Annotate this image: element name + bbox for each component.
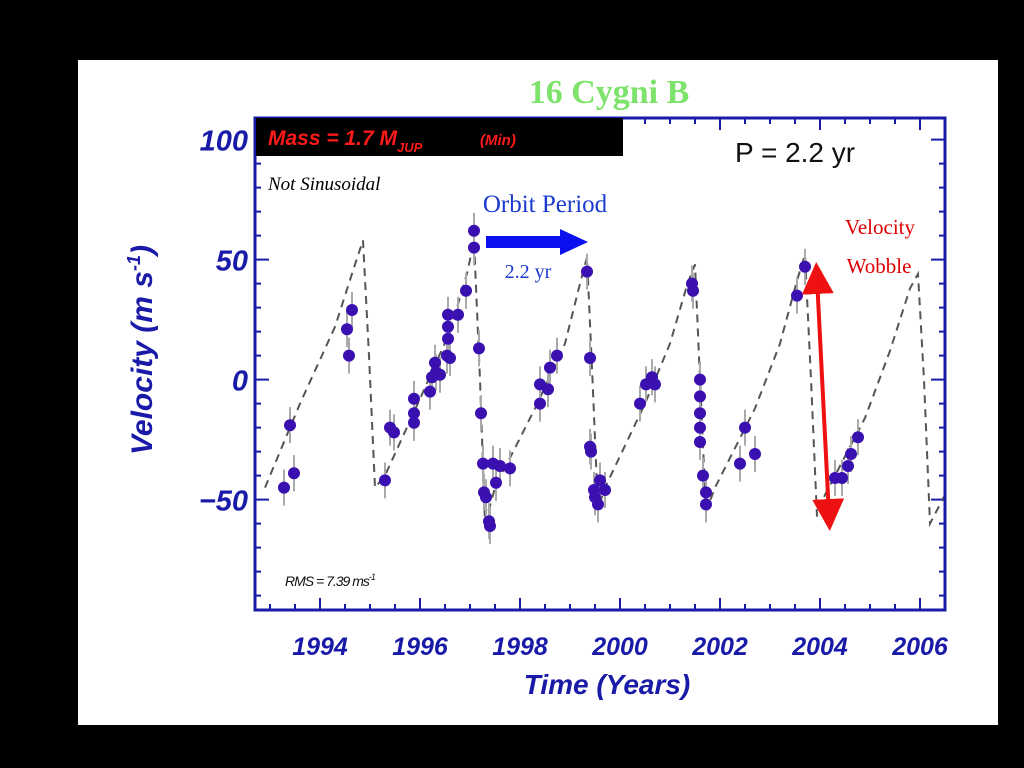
data-point xyxy=(442,320,454,333)
data-point xyxy=(473,342,485,355)
y-tick-label: −50 xyxy=(199,486,248,518)
data-point xyxy=(429,356,441,369)
data-point xyxy=(475,407,487,420)
data-point xyxy=(749,448,761,460)
y-tick-label: 100 xyxy=(200,126,248,158)
data-point xyxy=(694,436,706,448)
y-tick-label: 0 xyxy=(232,366,248,398)
x-tick-label: 2000 xyxy=(591,633,648,661)
slide xyxy=(78,60,998,725)
data-point xyxy=(484,520,496,532)
data-point xyxy=(468,241,480,254)
data-point xyxy=(584,352,596,364)
data-point xyxy=(734,457,746,470)
data-point xyxy=(649,378,661,391)
data-point xyxy=(585,445,597,458)
x-tick-label: 2006 xyxy=(891,633,949,661)
x-tick-label: 1996 xyxy=(392,633,449,661)
data-point xyxy=(581,265,593,278)
velocity-wobble-label-2: Wobble xyxy=(847,254,912,278)
data-point xyxy=(480,491,492,504)
slide-title: 16 Cygni B xyxy=(529,74,690,111)
data-point xyxy=(700,498,712,511)
data-point xyxy=(534,397,546,410)
data-point xyxy=(599,484,611,496)
data-point xyxy=(592,498,604,511)
data-point xyxy=(852,431,864,444)
data-point xyxy=(634,397,646,410)
data-point xyxy=(791,289,803,302)
data-point xyxy=(694,421,706,434)
mass-label-box xyxy=(256,118,623,156)
data-point xyxy=(687,284,699,297)
orbit-period-value: 2.2 yr xyxy=(505,261,552,283)
period-label: P = 2.2 yr xyxy=(735,137,855,168)
data-point xyxy=(408,416,420,429)
data-point xyxy=(504,462,516,475)
velocity-wobble-label-1: Velocity xyxy=(845,215,915,239)
data-point xyxy=(490,476,502,489)
orbit-period-arrow xyxy=(486,229,588,255)
data-point xyxy=(434,368,446,381)
data-point xyxy=(697,469,709,482)
x-tick-label: 2004 xyxy=(791,633,848,661)
data-point xyxy=(388,426,400,439)
data-point xyxy=(477,457,489,470)
data-point xyxy=(442,308,454,321)
data-point xyxy=(284,419,296,432)
x-tick-label: 1994 xyxy=(292,633,348,661)
data-point xyxy=(694,373,706,386)
x-tick-label: 2002 xyxy=(691,633,748,661)
velocity-wobble-arrow xyxy=(801,262,845,531)
data-point xyxy=(452,308,464,321)
x-axis-label: Time (Years) xyxy=(524,669,691,700)
data-point xyxy=(842,460,854,472)
data-point xyxy=(460,284,472,297)
y-tick-label: 50 xyxy=(216,246,248,278)
data-point xyxy=(551,349,563,362)
data-point xyxy=(288,467,300,480)
data-point xyxy=(424,385,436,398)
y-axis-label: Velocity (m s-1) xyxy=(124,245,159,455)
data-point xyxy=(845,448,857,460)
data-point xyxy=(346,304,358,316)
data-point xyxy=(468,224,480,237)
data-point xyxy=(594,474,606,487)
data-point xyxy=(494,460,506,472)
x-tick-label: 1998 xyxy=(492,633,548,661)
data-point xyxy=(836,472,848,484)
mass-min-label: (Min) xyxy=(480,132,516,149)
data-point xyxy=(739,421,751,434)
data-point xyxy=(544,361,556,374)
data-point xyxy=(799,260,811,273)
data-point xyxy=(408,407,420,420)
data-point xyxy=(278,481,290,494)
data-point xyxy=(408,392,420,405)
data-point xyxy=(341,323,353,336)
data-point xyxy=(379,474,391,487)
data-point xyxy=(444,352,456,364)
orbit-period-label: Orbit Period xyxy=(483,191,608,218)
mass-label: Mass = 1.7 MJUP xyxy=(268,127,423,155)
data-point xyxy=(542,383,554,396)
data-point xyxy=(694,390,706,403)
data-point xyxy=(343,349,355,362)
data-point xyxy=(700,486,712,499)
data-point xyxy=(694,407,706,420)
rms-label: RMS = 7.39 ms-1 xyxy=(285,572,376,589)
chart-marks: 1994 1996 1998 2000 2002 2004 2006 100 50 0 −50 xyxy=(199,118,949,661)
not-sinusoidal-label: Not Sinusoidal xyxy=(267,174,380,195)
data-point xyxy=(442,332,454,345)
